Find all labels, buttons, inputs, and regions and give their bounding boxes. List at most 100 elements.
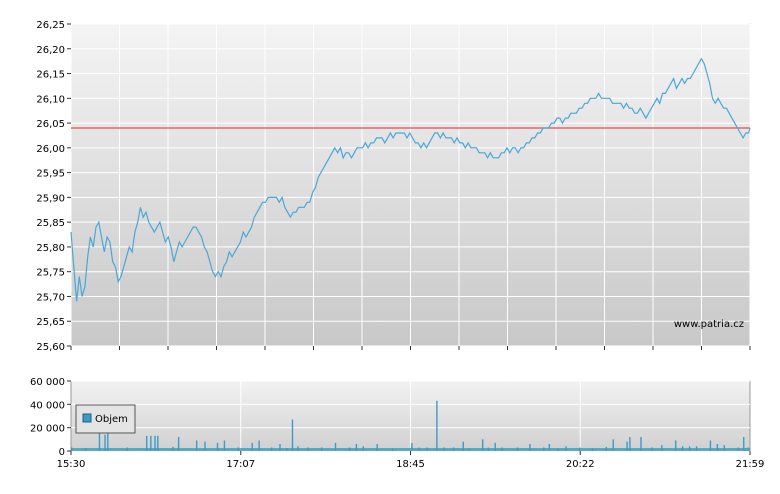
price-y-tick-label: 25,90: [36, 193, 65, 204]
volume-bar: [629, 437, 631, 451]
volume-bar: [172, 446, 174, 451]
volume-bar: [452, 447, 455, 451]
price-y-tick-label: 25,70: [36, 292, 65, 303]
volume-bar: [529, 444, 531, 451]
volume-y-tick-label: 20 000: [30, 424, 65, 435]
volume-bar: [307, 447, 309, 451]
volume-bar: [157, 435, 159, 451]
volume-bar: [223, 440, 226, 451]
volume-bar: [612, 439, 614, 451]
volume-bar: [675, 440, 677, 451]
volume-bar: [605, 446, 607, 451]
volume-bars-group: [71, 400, 750, 451]
volume-bar: [695, 446, 698, 451]
volume-bar: [251, 442, 253, 451]
price-y-tick-label: 26,00: [36, 144, 65, 155]
volume-bar: [355, 444, 358, 451]
volume-bar: [501, 447, 503, 451]
volume-bar: [743, 437, 745, 451]
price-y-tick-label: 25,60: [36, 342, 65, 353]
price-y-axis: 26,25 26,20 26,15 26,10 26,05 26,00 25,95 25,90…: [36, 20, 71, 353]
volume-bar: [154, 435, 156, 451]
price-y-tick-label: 26,25: [36, 20, 65, 31]
price-y-tick-label: 25,65: [36, 317, 65, 328]
volume-x-tick-label: 18:45: [396, 459, 425, 470]
volume-baseline-bar: [71, 448, 750, 451]
volume-bar: [723, 445, 726, 451]
legend-label: Objem: [95, 414, 128, 425]
price-y-tick-label: 26,20: [36, 45, 65, 56]
price-y-tick-label: 25,95: [36, 169, 65, 180]
volume-bar: [126, 447, 128, 451]
volume-bar: [286, 448, 288, 451]
legend-swatch: [82, 413, 92, 423]
volume-bar: [556, 448, 559, 451]
volume-y-tick-label: 0: [59, 447, 65, 458]
volume-bar: [579, 447, 581, 451]
volume-x-tick-label: 15:30: [57, 459, 86, 470]
price-y-tick-label: 25,80: [36, 243, 65, 254]
volume-bar: [279, 444, 281, 451]
volume-bar: [216, 442, 219, 451]
volume-bar: [98, 420, 101, 451]
volume-x-axis: 15:30 17:07 18:45 20:22 21:59: [57, 451, 765, 470]
volume-bar: [320, 447, 323, 451]
price-y-tick-label: 25,85: [36, 218, 65, 229]
volume-bar: [237, 447, 240, 451]
volume-bar: [516, 447, 519, 451]
volume-y-axis: 60 000 40 000 20 000 0: [30, 377, 71, 458]
volume-bar: [468, 448, 470, 451]
volume-bar: [681, 446, 684, 451]
volume-bar: [716, 444, 719, 451]
volume-bar: [391, 448, 394, 451]
price-x-tick-marks: [70, 346, 751, 350]
volume-bar: [426, 447, 428, 451]
price-series-line: [70, 57, 751, 302]
volume-bar: [270, 447, 273, 451]
volume-x-tick-label: 17:07: [226, 459, 255, 470]
volume-bar: [640, 437, 642, 451]
volume-bar: [297, 446, 299, 451]
volume-legend: Objem: [75, 404, 136, 434]
volume-bar: [462, 441, 464, 451]
volume-bar: [543, 447, 545, 451]
price-y-tick-label: 26,05: [36, 119, 65, 130]
volume-bar: [204, 441, 206, 451]
watermark-label: www.patria.cz: [674, 319, 744, 330]
volume-bar: [334, 442, 337, 451]
volume-bar: [362, 446, 364, 451]
volume-bar: [107, 433, 109, 451]
volume-bar: [709, 440, 712, 451]
volume-bar: [436, 400, 438, 451]
volume-x-tick-label: 20:22: [566, 459, 595, 470]
price-y-tick-label: 26,15: [36, 70, 65, 81]
price-y-tick-label: 25,75: [36, 268, 65, 279]
price-grid: [70, 23, 751, 347]
volume-bar: [548, 444, 551, 451]
volume-bar: [258, 440, 260, 451]
volume-bar: [145, 435, 148, 451]
volume-bar: [651, 447, 653, 451]
volume-bar: [177, 437, 180, 451]
volume-bar: [291, 419, 294, 451]
volume-bar: [565, 446, 567, 451]
volume-y-tick-label: 40 000: [30, 400, 65, 411]
price-series-group: [70, 57, 751, 302]
volume-bar: [494, 442, 496, 451]
volume-bar: [443, 447, 445, 451]
volume-bar: [348, 447, 351, 451]
volume-bar: [626, 441, 628, 451]
volume-bar: [150, 435, 152, 451]
volume-bar: [591, 448, 594, 451]
volume-bar: [482, 439, 484, 451]
volume-bar: [487, 447, 489, 451]
volume-bar: [411, 442, 413, 451]
volume-x-tick-label: 21:59: [736, 459, 765, 470]
volume-bar: [418, 447, 420, 451]
volume-bar: [737, 447, 739, 451]
volume-bar: [688, 446, 691, 451]
volume-bar: [195, 440, 198, 451]
volume-bar: [84, 448, 87, 451]
